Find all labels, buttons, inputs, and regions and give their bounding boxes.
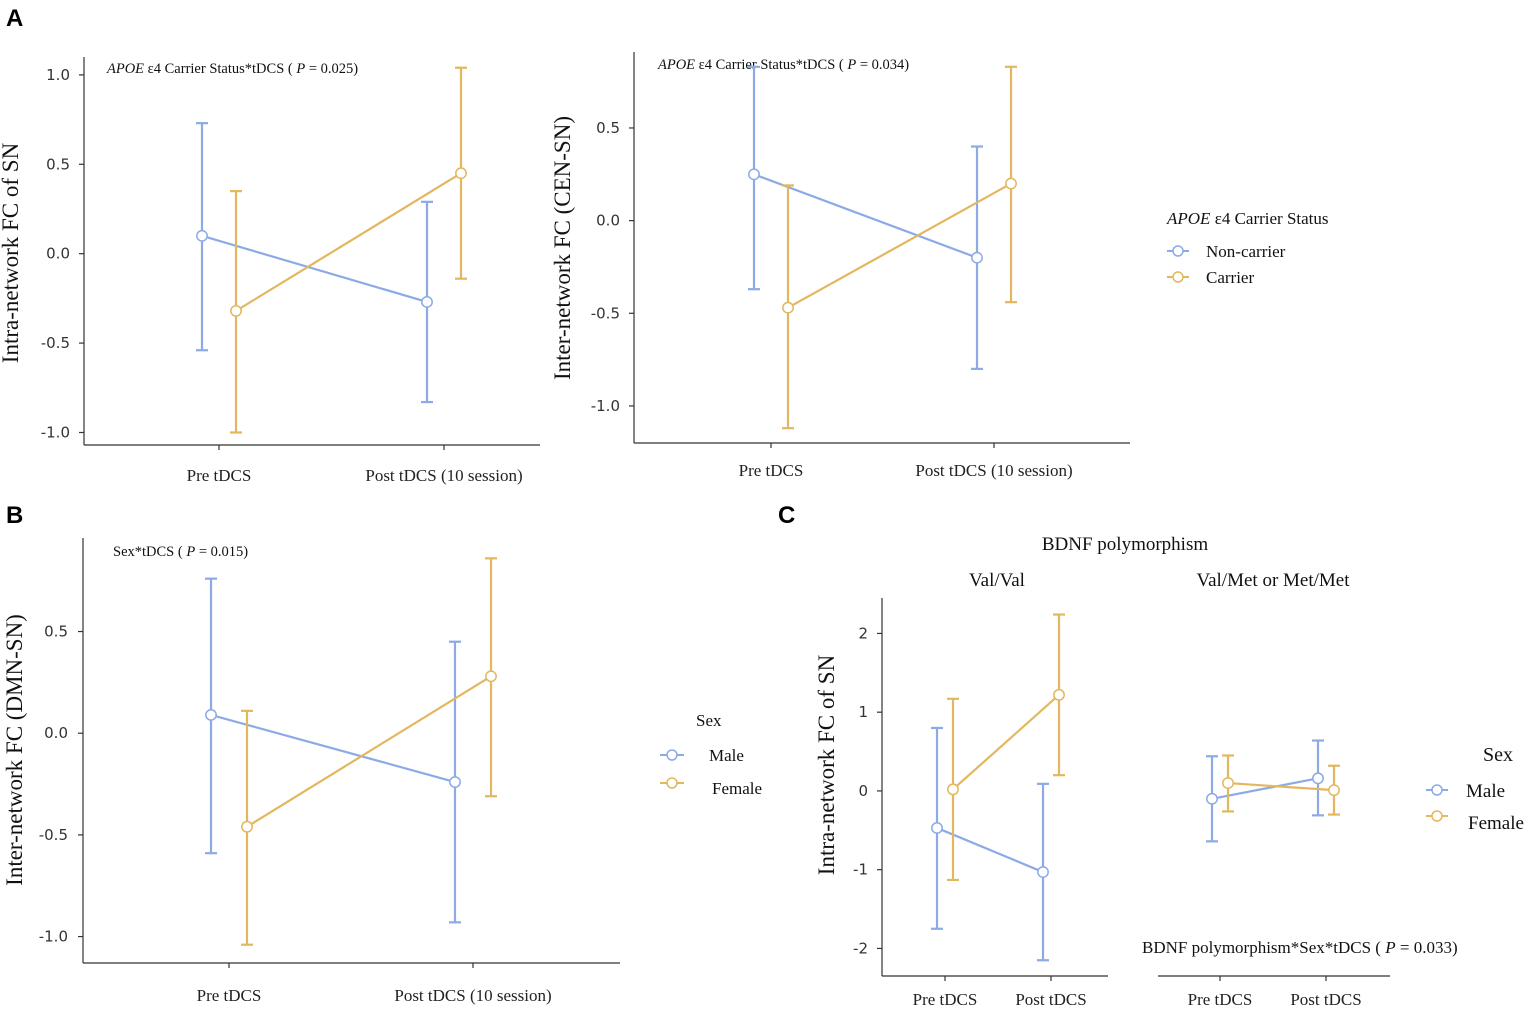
chart-a2-annotation: APOE ε4 Carrier Status*tDCS ( P = 0.034) — [657, 57, 909, 73]
chart-a2-s1-point-0 — [782, 301, 794, 314]
chart-a1-s0-point-0 — [196, 229, 208, 242]
chart-a1-s1-point-0 — [230, 304, 242, 317]
legend-sex-c: Sex Male Female — [1426, 744, 1524, 834]
chart-c-facet1-xtick-label-1: Post tDCS — [1290, 990, 1361, 1009]
chart-c-marks: -2 -1 0 1 2 Pre tDCS Post tDCS Pre tDCS Post tDC… — [853, 598, 1390, 1009]
chart-b-s1-point-0 — [241, 820, 253, 833]
chart-a2-ylabel: Inter-network FC (CEN-SN) — [550, 116, 575, 380]
legend-sex-b-title: Sex — [696, 711, 722, 730]
chart-b-s0-line — [210, 713, 456, 784]
chart-b-ytick-label-2: 0.0 — [44, 724, 68, 742]
legend-apoe-key-0 — [1167, 245, 1189, 257]
chart-a1-xtick-label-0: Pre tDCS — [187, 466, 252, 485]
legend-apoe-label-1: Carrier — [1206, 268, 1254, 287]
chart-b-s0-point-1 — [449, 776, 461, 788]
chart-a2-s0-point-1 — [971, 251, 983, 264]
panel-letter-a: A — [6, 5, 23, 32]
chart-b-ytick-label-3: 0.5 — [44, 623, 68, 641]
legend-sex-b: Sex Male Female — [660, 711, 762, 798]
chart-c-ylabel: Intra-network FC of SN — [814, 654, 839, 875]
chart-c-facet0-s1-point-0 — [947, 783, 959, 796]
chart-c-facet0-s1-point-1 — [1053, 688, 1065, 701]
chart-c-facet0-ytick-label-0: -2 — [853, 939, 868, 957]
chart-a1-s1-line — [235, 172, 462, 312]
chart-a1-marks: -1.0 -0.5 0.0 0.5 1.0 Pre tDCS Post tDCS (10 s… — [41, 57, 540, 485]
chart-a1-ytick-label-0: -1.0 — [41, 423, 70, 441]
legend-sex-c-title: Sex — [1483, 744, 1513, 766]
legend-apoe-key-1 — [1167, 271, 1189, 283]
chart-b-xtick-label-1: Post tDCS (10 session) — [394, 986, 551, 1005]
chart-a2-s0-line — [753, 173, 978, 259]
chart-a1-s0-point-1 — [421, 296, 433, 308]
panel-letter-c: C — [778, 502, 795, 529]
chart-a1-xtick-label-1: Post tDCS (10 session) — [365, 466, 522, 485]
legend-apoe-title: APOE ε4 Carrier Status — [1166, 209, 1329, 228]
chart-a2-ytick-label-2: 0.0 — [596, 212, 620, 230]
chart-c-facet1-s1-line — [1227, 781, 1335, 792]
chart-a2-inter-cen-sn: APOE ε4 Carrier Status*tDCS ( P = 0.034)… — [550, 52, 1130, 480]
chart-a2-s0-point-0 — [748, 168, 760, 181]
chart-c-facet0-ytick-label-2: 0 — [858, 782, 868, 800]
chart-c-facet0-ytick-label-1: -1 — [853, 861, 868, 879]
chart-c-facet1-s1-point-1 — [1328, 784, 1340, 797]
chart-b-ytick-label-1: -0.5 — [39, 826, 68, 844]
chart-a2-ytick-label-3: 0.5 — [596, 119, 620, 137]
chart-a1-s0-line — [201, 234, 428, 304]
chart-a2-s1-point-1 — [1005, 177, 1017, 190]
chart-b-xtick-label-0: Pre tDCS — [197, 986, 262, 1005]
legend-sex-c-label-1: Female — [1468, 813, 1524, 834]
chart-a1-ytick-label-4: 1.0 — [46, 66, 70, 84]
chart-c-annotation: BDNF polymorphism*Sex*tDCS ( P = 0.033) — [1142, 938, 1458, 957]
chart-a2-marks: -1.0 -0.5 0.0 0.5 Pre tDCS Post tDCS (10 sess… — [591, 52, 1130, 480]
chart-a1-ytick-label-1: -0.5 — [41, 334, 70, 352]
chart-b-ylabel: Inter-network FC (DMN-SN) — [2, 614, 27, 886]
chart-c-bdnf: BDNF polymorphism Val/Val Val/Met or Met… — [814, 534, 1458, 1009]
chart-a1-ytick-label-3: 0.5 — [46, 155, 70, 173]
chart-c-facet0-xtick-label-0: Pre tDCS — [913, 990, 978, 1009]
chart-b-s0-point-0 — [205, 708, 217, 721]
panel-letter-b: B — [6, 502, 23, 529]
legend-sex-b-key-1 — [660, 777, 684, 789]
chart-c-facet0-xtick-label-1: Post tDCS — [1015, 990, 1086, 1009]
chart-b-marks: -1.0 -0.5 0.0 0.5 Pre tDCS Post tDCS (10 sess… — [39, 538, 620, 1005]
chart-a2-ytick-label-0: -1.0 — [591, 397, 620, 415]
legend-sex-c-key-1 — [1426, 810, 1448, 822]
chart-a1-intra-sn: APOE ε4 Carrier Status*tDCS ( P = 0.025)… — [0, 57, 540, 485]
chart-c-facet1-s1-point-0 — [1222, 777, 1234, 790]
chart-b-s1-line — [246, 675, 492, 828]
legend-sex-c-key-0 — [1426, 784, 1448, 796]
chart-c-facet1-s0-point-1 — [1312, 772, 1324, 785]
chart-b-s1-point-1 — [485, 670, 497, 683]
legend-apoe-label-0: Non-carrier — [1206, 242, 1286, 261]
legend-sex-b-label-1: Female — [712, 779, 762, 798]
chart-a1-s1-point-1 — [455, 167, 467, 180]
chart-a1-annotation: APOE ε4 Carrier Status*tDCS ( P = 0.025) — [106, 61, 358, 77]
chart-a1-ylabel: Intra-network FC of SN — [0, 142, 23, 363]
chart-a1-ytick-label-2: 0.0 — [46, 245, 70, 263]
chart-c-facet0-s0-line — [936, 826, 1044, 874]
chart-a2-s1-line — [787, 182, 1012, 309]
chart-c-facet1-s0-line — [1211, 777, 1319, 800]
legend-sex-c-label-0: Male — [1466, 781, 1505, 802]
chart-b-ytick-label-0: -1.0 — [39, 928, 68, 946]
chart-a2-xtick-label-0: Pre tDCS — [739, 461, 804, 480]
legend-sex-b-key-0 — [660, 749, 684, 761]
chart-c-facet0-ytick-label-3: 1 — [858, 703, 868, 721]
legend-sex-b-label-0: Male — [709, 746, 744, 765]
chart-a2-xtick-label-1: Post tDCS (10 session) — [915, 461, 1072, 480]
chart-c-facet-0: Val/Val — [969, 570, 1025, 591]
chart-c-title: BDNF polymorphism — [1042, 534, 1208, 555]
chart-b-annotation: Sex*tDCS ( P = 0.015) — [113, 544, 248, 560]
chart-c-facet-1: Val/Met or Met/Met — [1196, 570, 1350, 591]
chart-c-facet0-ytick-label-4: 2 — [858, 624, 868, 642]
chart-c-facet1-xtick-label-0: Pre tDCS — [1188, 990, 1253, 1009]
chart-c-facet0-s1-line — [952, 694, 1060, 791]
chart-a2-ytick-label-1: -0.5 — [591, 304, 620, 322]
legend-apoe: APOE ε4 Carrier Status Non-carrier Carri… — [1166, 209, 1329, 287]
chart-c-facet0-s0-point-1 — [1037, 866, 1049, 878]
chart-b-inter-dmn-sn: Sex*tDCS ( P = 0.015) Inter-network FC (… — [2, 538, 620, 1005]
chart-c-facet0-s0-point-0 — [931, 822, 943, 834]
chart-c-facet1-s0-point-0 — [1206, 792, 1218, 805]
